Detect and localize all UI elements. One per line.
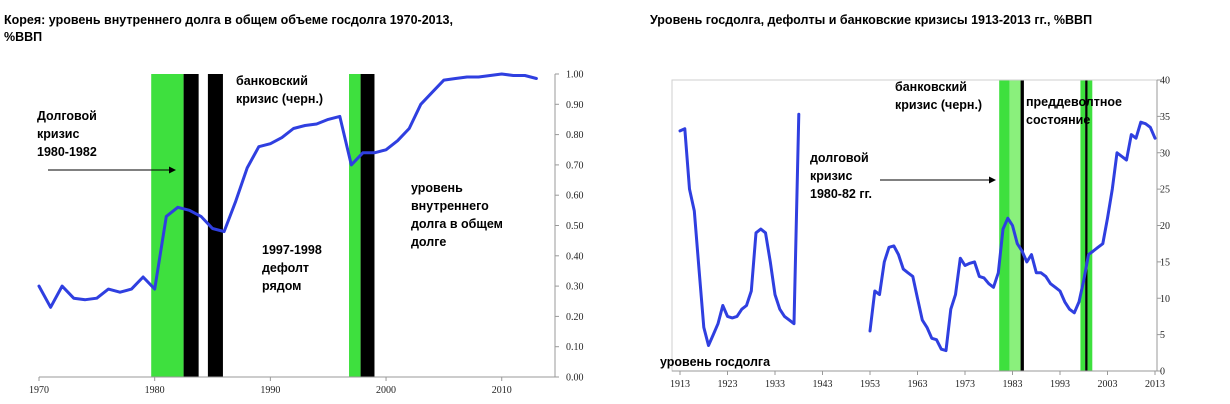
y-tick-label: 0.90 — [566, 100, 584, 111]
chart-title: Уровень госдолга, дефолты и банковские к… — [650, 13, 1093, 27]
crisis-band — [183, 74, 199, 377]
y-tick-label: 10 — [1160, 294, 1170, 305]
y-tick-label: 0.30 — [566, 282, 584, 293]
x-tick-label: 1963 — [908, 379, 928, 390]
annotation-line: банковский — [895, 80, 967, 94]
crisis-band — [349, 74, 361, 377]
chart-plot: 0.00 0.10 0.20 0.30 0.40 0.50 0.60 0.70 0.80 0.90… — [29, 70, 584, 397]
x-tick-label: 1980 — [145, 385, 165, 396]
x-tick-label: 1983 — [1003, 379, 1023, 390]
series-line — [678, 112, 801, 347]
chart-title-line1: Корея: уровень внутреннего долга в общем… — [4, 13, 453, 27]
x-tick-label: 2003 — [1098, 379, 1118, 390]
annotation-line: кризис (черн.) — [236, 92, 323, 106]
annotation-line: долга в общем — [411, 217, 503, 231]
x-tick-label: 1923 — [718, 379, 738, 390]
crisis-band — [360, 74, 375, 377]
y-tick-label: 0.80 — [566, 130, 584, 141]
annotation: уровень госдолга — [660, 355, 771, 369]
annotation: Долговой кризис 1980-1982 — [37, 109, 97, 159]
annotation-line: долговой — [810, 151, 869, 165]
y-tick-label: 0.40 — [566, 251, 584, 262]
annotation-line: дефолт — [262, 261, 309, 275]
annotation: преддеволтное состояние — [1026, 95, 1122, 127]
x-tick-label: 2000 — [376, 385, 396, 396]
annotation-arrowhead — [169, 166, 176, 174]
annotation-line: Долговой — [37, 109, 97, 123]
crisis-band — [151, 74, 184, 377]
y-tick-label: 5 — [1160, 330, 1165, 341]
crisis-band — [1087, 80, 1093, 371]
y-tick-label: 0.60 — [566, 191, 584, 202]
x-tick-label: 1943 — [813, 379, 833, 390]
crisis-band — [1080, 80, 1086, 371]
annotation-line: состояние — [1026, 113, 1090, 127]
annotation: банковский кризис (черн.) — [895, 80, 982, 112]
annotation-line: уровень — [411, 181, 463, 195]
annotation: банковский кризис (черн.) — [236, 74, 323, 106]
annotation-line: кризис (черн.) — [895, 98, 982, 112]
x-tick-label: 1990 — [260, 385, 280, 396]
x-tick-label: 1973 — [955, 379, 975, 390]
chart-title: Корея: уровень внутреннего долга в общем… — [4, 12, 594, 46]
x-tick-label: 1953 — [860, 379, 880, 390]
y-tick-label: 0.70 — [566, 160, 584, 171]
crisis-band — [1020, 80, 1024, 371]
chart-plot: 0 5 10 15 20 25 30 35 40 1913 1923 1933 1943 1953 1963… — [660, 76, 1170, 391]
annotation-line: 1980-82 гг. — [810, 187, 872, 201]
crisis-band — [207, 74, 223, 377]
annotation-line: банковский — [236, 74, 308, 88]
annotation-line: рядом — [262, 279, 301, 293]
annotation-line: кризис — [810, 169, 852, 183]
y-tick-label: 0.10 — [566, 342, 584, 353]
annotation: долговой кризис 1980-82 гг. — [810, 151, 872, 201]
y-tick-label: 1.00 — [566, 70, 584, 81]
series-line — [37, 72, 538, 309]
y-tick-label: 0.50 — [566, 221, 584, 232]
annotation: 1997-1998 дефолт рядом — [262, 243, 322, 293]
y-tick-label: 0.20 — [566, 312, 584, 323]
series-line — [868, 120, 1157, 353]
x-tick-label: 1993 — [1050, 379, 1070, 390]
y-tick-label: 15 — [1160, 257, 1170, 268]
y-tick-label: 20 — [1160, 221, 1170, 232]
x-tick-label: 2013 — [1145, 379, 1165, 390]
x-tick-label: 1970 — [29, 385, 49, 396]
annotation-line: преддеволтное — [1026, 95, 1122, 109]
y-tick-label: 35 — [1160, 112, 1170, 123]
y-tick-label: 40 — [1160, 76, 1170, 87]
chart-korea-domestic-debt: Корея: уровень внутреннего долга в общем… — [0, 0, 600, 404]
x-tick-label: 2010 — [492, 385, 512, 396]
chart-title-line2: %ВВП — [4, 30, 43, 44]
y-tick-label: 0 — [1160, 367, 1165, 378]
x-tick-label: 1913 — [670, 379, 690, 390]
annotation: уровень внутреннего долга в общем долге — [411, 181, 503, 249]
y-tick-label: 0.00 — [566, 373, 584, 384]
annotation-line: внутреннего — [411, 199, 489, 213]
annotation-line: уровень госдолга — [660, 355, 771, 369]
crisis-band — [1085, 80, 1088, 371]
crisis-band — [1009, 80, 1021, 371]
y-tick-label: 30 — [1160, 148, 1170, 159]
chart-public-debt-defaults: Уровень госдолга, дефолты и банковские к… — [630, 0, 1230, 404]
annotation-arrowhead — [989, 176, 996, 184]
annotation-line: долге — [411, 235, 446, 249]
y-tick-label: 25 — [1160, 185, 1170, 196]
x-tick-label: 1933 — [765, 379, 785, 390]
annotation-line: кризис — [37, 127, 79, 141]
annotation-line: 1980-1982 — [37, 145, 97, 159]
annotation-line: 1997-1998 — [262, 243, 322, 257]
